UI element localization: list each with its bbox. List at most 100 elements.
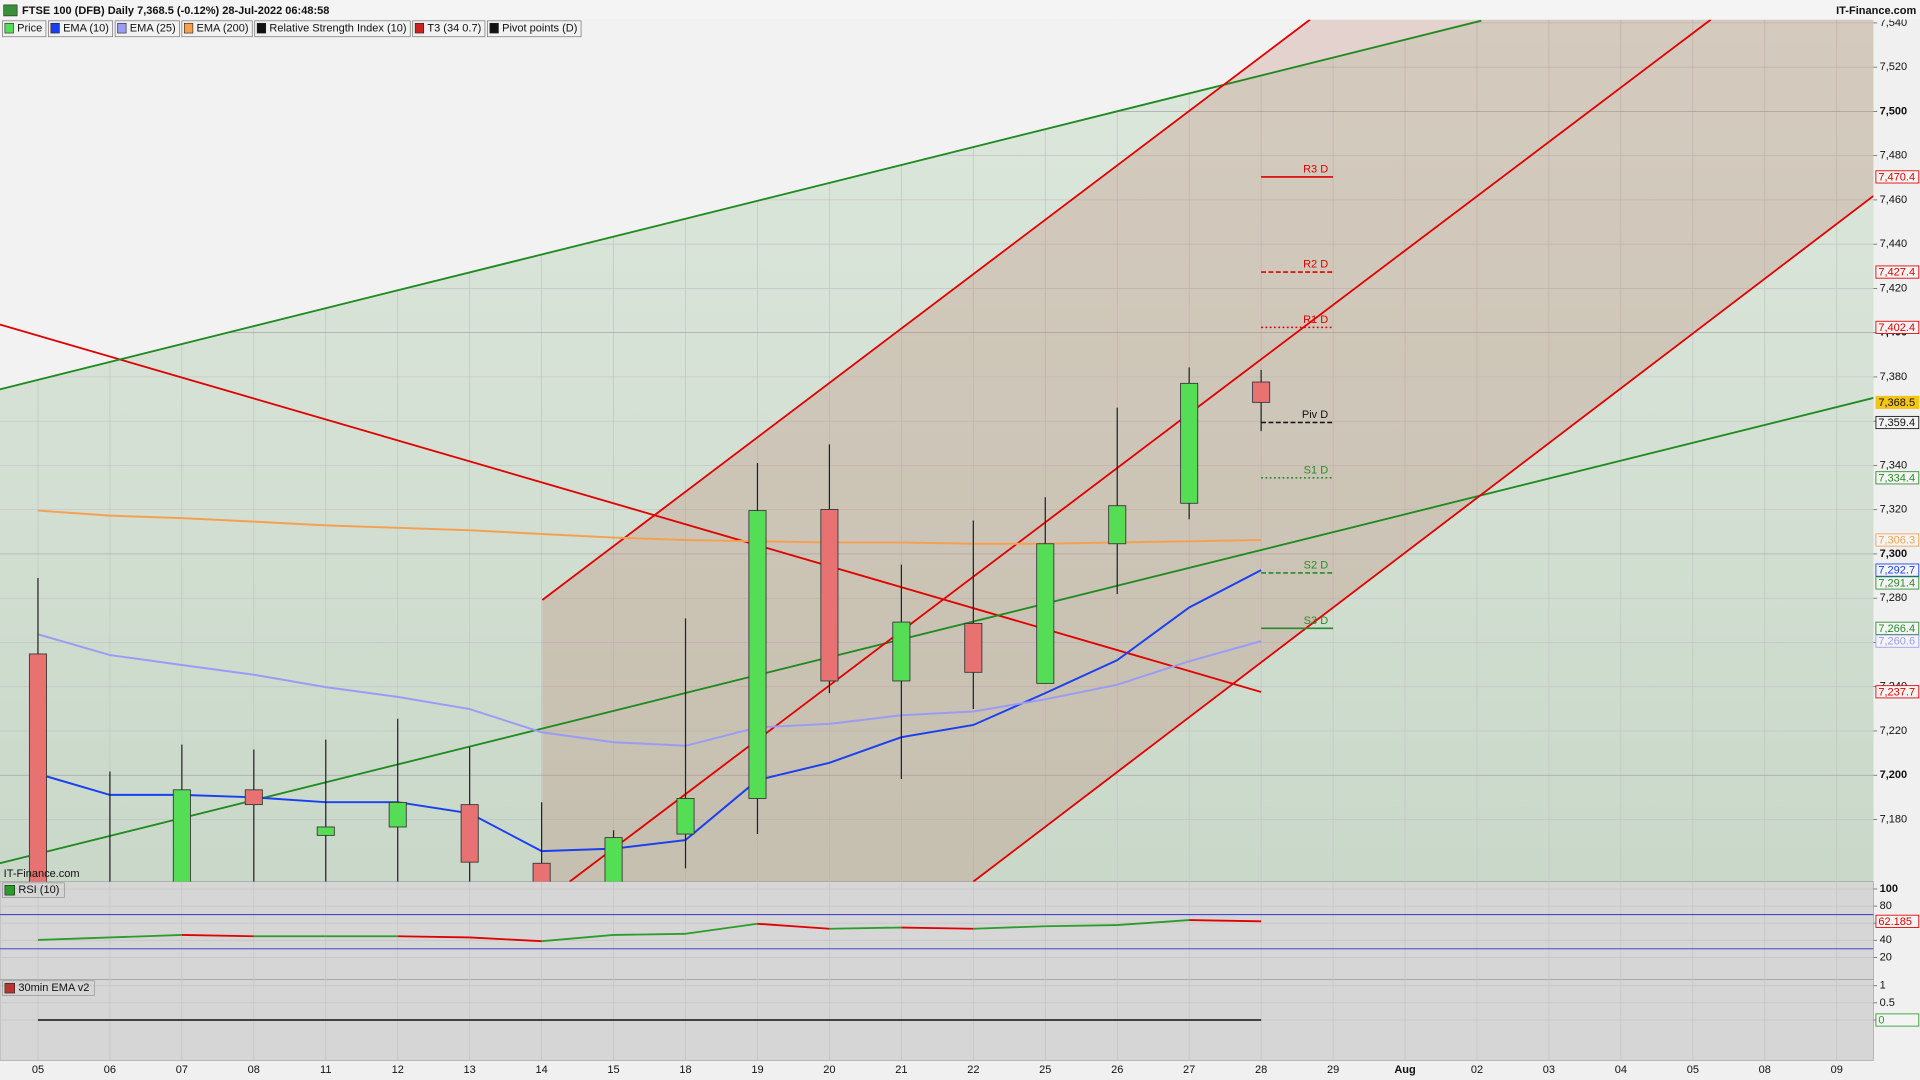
y-tick-label: 7,420 <box>1880 282 1908 294</box>
value-marker-label: 7,292.7 <box>1878 565 1915 577</box>
rsi-segment <box>757 922 830 930</box>
value-marker-label: 7,291.4 <box>1878 577 1915 589</box>
rsi-segment <box>829 926 902 930</box>
ema-line <box>37 569 1262 853</box>
rsi-segment <box>469 936 542 943</box>
trendline <box>0 397 1874 865</box>
legend-box <box>114 20 180 38</box>
legend-label: T3 (34 0.7) <box>427 23 481 35</box>
trendline <box>972 195 1874 882</box>
y-tick-label: 7,520 <box>1880 61 1908 73</box>
value-marker <box>1875 395 1920 409</box>
legend-swatch <box>50 22 60 34</box>
legend-item: Price <box>2 20 47 38</box>
value-marker-label: 7,368.5 <box>1878 397 1915 409</box>
rsi-segment <box>181 934 254 938</box>
trendline <box>0 19 1482 391</box>
panel-icon <box>4 982 15 994</box>
x-tick-label: 08 <box>1759 1064 1771 1076</box>
rsi-segment <box>1117 919 1190 926</box>
panel-icon <box>4 885 15 896</box>
legend-item: T3 (34 0.7) <box>412 20 486 38</box>
y-tick-label: 7,500 <box>1880 105 1908 117</box>
legend-box <box>181 20 253 38</box>
rsi-segment <box>613 932 686 936</box>
legend-box <box>254 20 411 38</box>
rsi-panel <box>0 881 1874 980</box>
value-marker-label: 7,334.4 <box>1878 472 1915 484</box>
candle-body <box>316 826 335 836</box>
legend-item: EMA (200) <box>181 20 253 38</box>
value-marker-label: 62.185 <box>1878 916 1912 928</box>
candle-body <box>892 621 911 682</box>
value-marker-label: 7,427.4 <box>1878 267 1915 279</box>
value-marker <box>1875 634 1920 648</box>
header-icon <box>3 4 18 17</box>
value-marker <box>1875 685 1920 699</box>
y-tick-label: 1 <box>1880 980 1886 992</box>
shade-channel <box>542 19 1874 882</box>
legend-box <box>412 20 486 38</box>
legend-label: Relative Strength Index (10) <box>269 23 406 35</box>
value-marker <box>1875 320 1920 334</box>
legend-item: EMA (25) <box>114 20 180 38</box>
x-tick-label: 22 <box>967 1064 979 1076</box>
x-tick-label: 05 <box>32 1064 44 1076</box>
rsi-segment <box>541 934 614 943</box>
legend: Price EMA (10) EMA (25) EMA (200) Relative S… <box>2 20 582 38</box>
candle-body <box>1108 505 1127 545</box>
y-tick-label: 20 <box>1880 951 1892 963</box>
legend-label: EMA (10) <box>63 23 109 35</box>
x-tick-label: 19 <box>751 1064 763 1076</box>
value-marker-label: 0 <box>1878 1015 1884 1027</box>
legend-swatch <box>256 22 267 34</box>
candle-body <box>964 622 983 673</box>
candle-body <box>604 837 623 882</box>
x-tick-label: 28 <box>1255 1064 1267 1076</box>
y-tick-label: 7,540 <box>1880 17 1908 29</box>
legend-swatch <box>489 22 499 34</box>
value-marker <box>1875 914 1920 928</box>
candle-body <box>532 862 551 882</box>
axes: 05 06 07 08 11 12 13 14 15 18 19 20 21 22 25 26 27 28 29 Au… <box>2 17 1920 1076</box>
legend-swatch <box>4 22 14 34</box>
legend-label: EMA (200) <box>197 23 249 35</box>
y-tick-label: 7,460 <box>1880 194 1908 206</box>
y-tick-label: 7,340 <box>1880 459 1908 471</box>
y-tick-label: 7,320 <box>1880 504 1908 516</box>
value-marker-label: 7,359.4 <box>1878 417 1915 429</box>
rsi-segment <box>109 934 182 939</box>
pivot-label: R2 D <box>1303 259 1328 271</box>
y-tick-label: 7,440 <box>1880 238 1908 250</box>
x-tick-label: 04 <box>1615 1064 1627 1076</box>
legend-swatch <box>414 22 425 34</box>
candle-body <box>460 804 479 863</box>
rsi-segment <box>685 922 758 935</box>
y-tick-label: 7,220 <box>1880 725 1908 737</box>
x-tick-label: 12 <box>392 1064 404 1076</box>
legend-label: Price <box>17 23 42 35</box>
x-tick-label: 13 <box>464 1064 476 1076</box>
x-tick-label: 14 <box>535 1064 547 1076</box>
x-tick-label: 05 <box>1687 1064 1699 1076</box>
x-tick-label: 27 <box>1183 1064 1195 1076</box>
ema-line <box>37 509 1262 545</box>
y-tick-label: 0.5 <box>1880 997 1895 1009</box>
rsi-plot <box>0 914 1874 950</box>
legend-label: Pivot points (D) <box>502 23 577 35</box>
y-tick-label: 7,300 <box>1880 548 1908 560</box>
candle-body <box>388 801 407 828</box>
x-tick-label: 06 <box>104 1064 116 1076</box>
x-tick-label: Aug <box>1394 1064 1415 1076</box>
y-tick-label: 7,280 <box>1880 592 1908 604</box>
value-marker-label: 7,306.3 <box>1878 535 1915 547</box>
pivot-label: S2 D <box>1304 560 1329 572</box>
value-marker <box>1875 170 1920 184</box>
value-marker <box>1875 265 1920 279</box>
candle-body <box>820 509 839 682</box>
value-marker <box>1875 533 1920 547</box>
candle-body <box>748 510 767 799</box>
value-marker-label: 7,402.4 <box>1878 322 1915 334</box>
header-bar <box>0 0 1920 20</box>
